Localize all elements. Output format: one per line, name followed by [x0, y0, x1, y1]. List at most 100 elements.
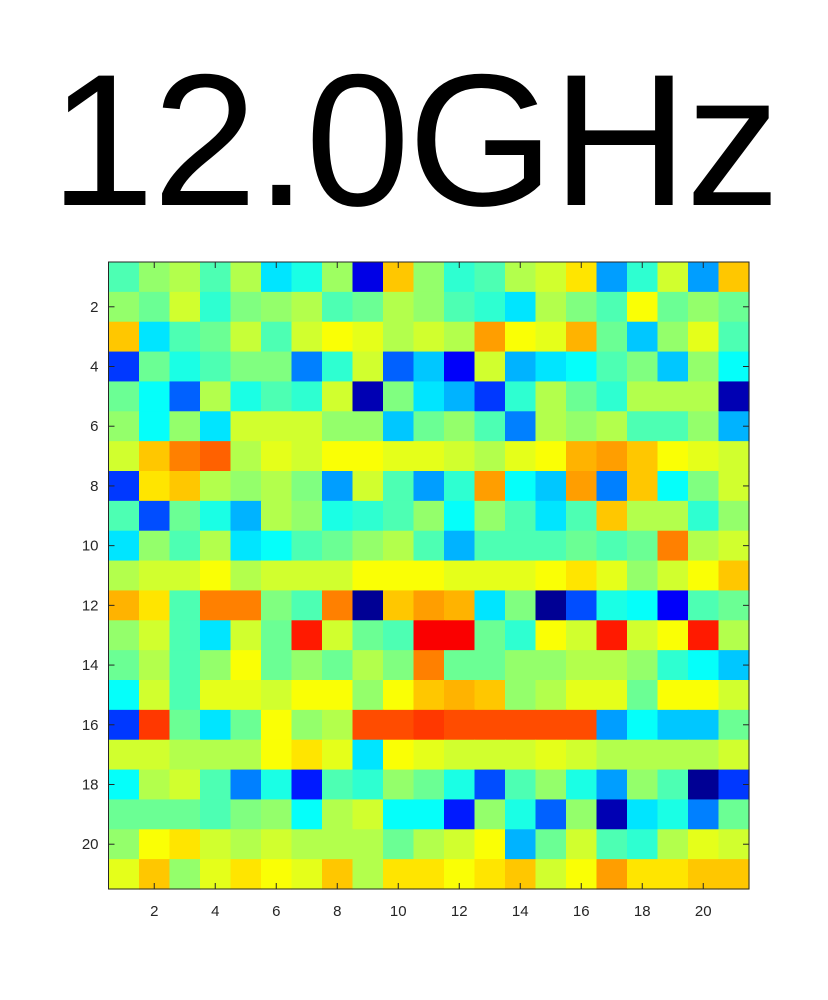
heatmap-cells	[108, 262, 750, 890]
heatmap-cell	[383, 321, 415, 353]
heatmap-cell	[535, 500, 567, 532]
heatmap-cell	[169, 650, 201, 681]
heatmap-cell	[688, 799, 720, 830]
heatmap-cell	[200, 471, 232, 502]
heatmap-cell	[474, 590, 506, 621]
heatmap-cell	[322, 680, 354, 711]
heatmap-cell	[657, 590, 689, 621]
heatmap-cell	[352, 680, 384, 711]
heatmap-cell	[566, 650, 598, 681]
heatmap-cell	[261, 739, 293, 771]
heatmap-cell	[413, 321, 445, 353]
heatmap-cell	[169, 500, 201, 532]
heatmap-cell	[688, 500, 720, 532]
heatmap-cell	[596, 739, 628, 771]
heatmap-cell	[291, 381, 323, 412]
heatmap-cell	[108, 859, 140, 890]
heatmap-cell	[444, 680, 476, 711]
heatmap-cell	[474, 829, 506, 860]
heatmap-cell	[474, 381, 506, 412]
heatmap-cell	[627, 381, 659, 412]
y-tick-label: 16	[82, 717, 99, 734]
heatmap-cell	[291, 739, 323, 771]
heatmap-cell	[322, 799, 354, 830]
heatmap-cell	[627, 739, 659, 771]
heatmap-cell	[657, 411, 689, 442]
heatmap-cell	[261, 560, 293, 592]
heatmap-cell	[200, 411, 232, 442]
heatmap-cell	[444, 471, 476, 502]
heatmap-cell	[657, 829, 689, 860]
heatmap-cell	[627, 411, 659, 442]
heatmap-cell	[169, 709, 201, 741]
heatmap-cell	[200, 560, 232, 592]
heatmap-cell	[200, 351, 232, 383]
heatmap-cell	[718, 381, 750, 412]
heatmap-cell	[627, 799, 659, 830]
heatmap-cell	[139, 799, 171, 830]
heatmap-cell	[383, 411, 415, 442]
heatmap-cell	[139, 620, 171, 651]
heatmap-cell	[139, 709, 171, 741]
heatmap-cell	[657, 471, 689, 502]
heatmap-cell	[230, 351, 262, 383]
heatmap-cell	[413, 769, 445, 801]
heatmap-cell	[627, 291, 659, 323]
heatmap-cell	[291, 590, 323, 621]
heatmap-cell	[261, 590, 293, 621]
heatmap-cell	[230, 291, 262, 323]
heatmap-cell	[596, 829, 628, 860]
heatmap-cell	[505, 799, 537, 830]
heatmap-cell	[566, 739, 598, 771]
heatmap-cell	[383, 560, 415, 592]
heatmap-cell	[169, 769, 201, 801]
x-tick-label: 10	[390, 903, 407, 920]
heatmap-cell	[291, 291, 323, 323]
heatmap-cell	[535, 620, 567, 651]
heatmap-cell	[291, 471, 323, 502]
heatmap-cell	[688, 590, 720, 621]
heatmap-cell	[200, 650, 232, 681]
heatmap-cell	[657, 650, 689, 681]
heatmap-cell	[627, 590, 659, 621]
heatmap-cell	[596, 321, 628, 353]
heatmap-cell	[505, 291, 537, 323]
heatmap-cell	[291, 620, 323, 651]
heatmap-cell	[230, 500, 262, 532]
heatmap-cell	[413, 441, 445, 472]
heatmap-cell	[474, 411, 506, 442]
heatmap-cell	[139, 411, 171, 442]
heatmap-cell	[444, 620, 476, 651]
heatmap-cell	[200, 829, 232, 860]
heatmap-cell	[261, 530, 293, 562]
heatmap-cell	[261, 411, 293, 442]
heatmap-cell	[169, 739, 201, 771]
heatmap-cell	[413, 680, 445, 711]
heatmap-cell	[261, 351, 293, 383]
heatmap-cell	[139, 500, 171, 532]
heatmap-cell	[139, 351, 171, 383]
heatmap-cell	[444, 799, 476, 830]
heatmap-cell	[444, 381, 476, 412]
heatmap-cell	[169, 471, 201, 502]
heatmap-cell	[596, 650, 628, 681]
heatmap-cell	[688, 471, 720, 502]
heatmap-cell	[535, 709, 567, 741]
heatmap-cell	[627, 530, 659, 562]
heatmap-cell	[474, 351, 506, 383]
heatmap-cell	[444, 560, 476, 592]
heatmap-cell	[108, 321, 140, 353]
heatmap-cell	[352, 351, 384, 383]
heatmap-cell	[566, 291, 598, 323]
heatmap-cell	[230, 321, 262, 353]
heatmap-cell	[169, 441, 201, 472]
heatmap-cell	[230, 620, 262, 651]
heatmap-cell	[322, 530, 354, 562]
heatmap-cell	[505, 769, 537, 801]
heatmap-cell	[566, 709, 598, 741]
heatmap-cell	[657, 262, 689, 293]
heatmap-cell	[627, 709, 659, 741]
heatmap-cell	[200, 441, 232, 472]
heatmap-cell	[230, 530, 262, 562]
heatmap-cell	[444, 441, 476, 472]
